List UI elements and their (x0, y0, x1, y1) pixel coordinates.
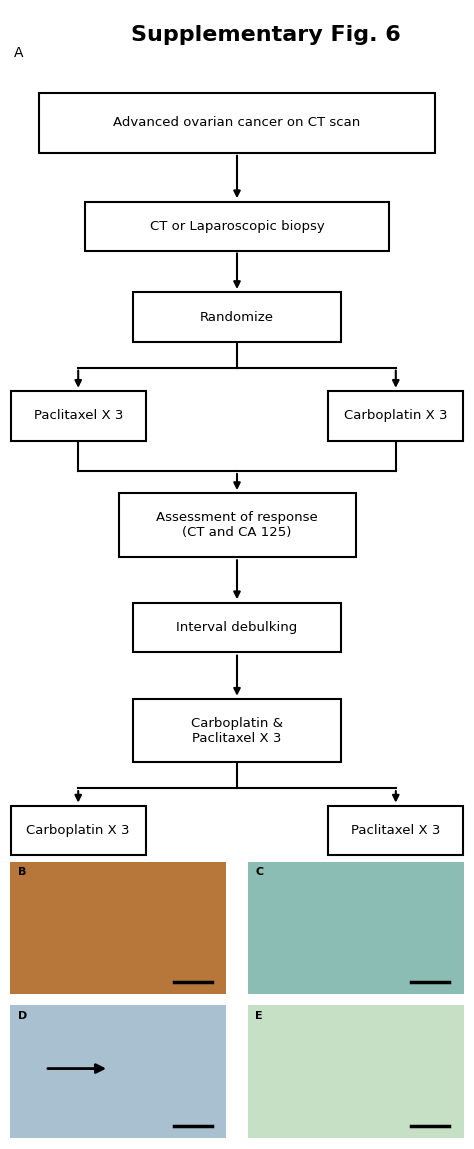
FancyBboxPatch shape (328, 391, 464, 440)
Text: B: B (18, 867, 27, 878)
FancyBboxPatch shape (39, 93, 435, 153)
Text: D: D (18, 1011, 27, 1021)
FancyBboxPatch shape (11, 807, 146, 855)
FancyBboxPatch shape (85, 201, 389, 250)
Text: E: E (255, 1011, 263, 1021)
FancyBboxPatch shape (133, 292, 341, 342)
Bar (248, 862, 464, 994)
Text: Assessment of response
(CT and CA 125): Assessment of response (CT and CA 125) (156, 511, 318, 539)
Text: Carboplatin &
Paclitaxel X 3: Carboplatin & Paclitaxel X 3 (191, 717, 283, 745)
Text: Carboplatin X 3: Carboplatin X 3 (344, 409, 447, 423)
Text: Carboplatin X 3: Carboplatin X 3 (27, 824, 130, 838)
Text: Paclitaxel X 3: Paclitaxel X 3 (351, 824, 440, 838)
Text: CT or Laparoscopic biopsy: CT or Laparoscopic biopsy (150, 219, 324, 233)
FancyBboxPatch shape (328, 807, 464, 855)
Text: Paclitaxel X 3: Paclitaxel X 3 (34, 409, 123, 423)
Text: Randomize: Randomize (200, 310, 274, 324)
Text: Advanced ovarian cancer on CT scan: Advanced ovarian cancer on CT scan (113, 116, 361, 130)
Text: Interval debulking: Interval debulking (176, 620, 298, 634)
FancyBboxPatch shape (133, 699, 341, 763)
Text: Supplementary Fig. 6: Supplementary Fig. 6 (130, 25, 401, 45)
FancyBboxPatch shape (11, 391, 146, 440)
FancyBboxPatch shape (133, 603, 341, 653)
Text: C: C (255, 867, 264, 878)
Text: A: A (14, 46, 24, 60)
Bar (248, 1005, 464, 1138)
Bar (10, 1005, 226, 1138)
Bar (10, 862, 226, 994)
FancyBboxPatch shape (118, 493, 356, 556)
